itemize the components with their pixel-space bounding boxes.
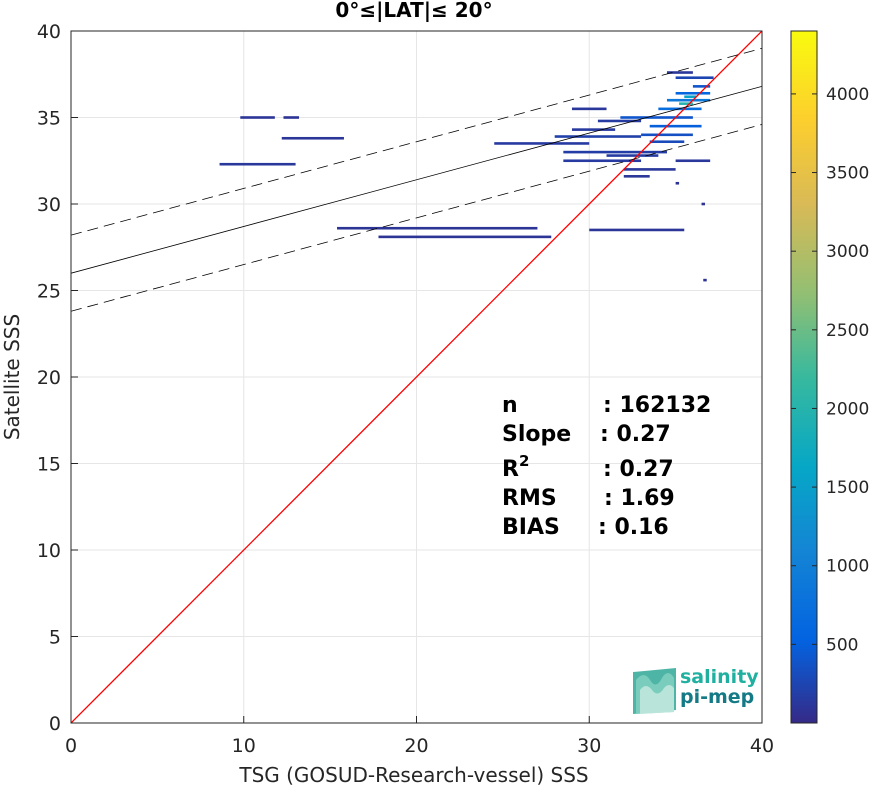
stat-label: RMS [502,486,557,511]
x-axis-label: TSG (GOSUD-Research-vessel) SSS [238,763,588,787]
density-cell [623,168,676,171]
y-tick-label: 40 [37,21,61,43]
x-tick-label: 30 [577,735,601,757]
density-cell [240,116,275,119]
density-cell [606,154,659,157]
density-cell [554,135,642,138]
y-tick-label: 25 [37,281,61,303]
x-tick-label: 10 [232,735,256,757]
density-cell [675,76,714,80]
density-cell [692,85,711,88]
logo-line2: pi-mep [680,686,754,708]
density-cell [571,107,607,111]
density-cell [563,150,667,154]
chart-title: 0°≤|LAT|≤ 20° [335,0,492,22]
density-cell [597,119,642,123]
y-tick-label: 15 [37,454,61,476]
colorbar-tick-label: 4000 [826,85,869,105]
density-cell [337,226,538,230]
x-tick-label: 40 [750,735,774,757]
density-cell [666,71,693,74]
y-tick-label: 20 [37,367,61,389]
density-cell [675,181,680,185]
logo-line1: salinity [680,666,759,688]
stat-value: : 162132 [603,393,711,418]
density-cell [378,235,552,239]
y-axis-label: Satellite SSS [0,314,24,440]
density-cell [623,175,650,178]
y-tick-label: 0 [49,713,61,735]
y-axis-ticks: 0 5 10 15 20 25 30 35 40 [37,21,78,735]
salinity-pi-mep-logo: salinity pi-mep [633,666,759,714]
stat-label: n [502,393,518,418]
stat-value: : 0.27 [600,422,671,447]
stat-label: BIAS [502,515,560,540]
colorbar [790,30,818,724]
density-cell [494,142,590,145]
stat-value: : 0.16 [598,515,669,540]
x-tick-label: 20 [404,735,428,757]
density-cell [684,95,697,99]
density-cell [649,124,702,128]
stat-superscript: 2 [519,452,529,470]
fit-lines [71,31,762,723]
density-cell [703,278,707,282]
colorbar-tick-label: 1000 [826,557,869,577]
confidence-band-line [71,124,762,312]
colorbar-tick-label: 2500 [826,321,869,341]
confidence-band-line [71,47,762,236]
density-cell [589,228,685,232]
x-tick-label: 0 [65,735,77,757]
stat-value: : 0.27 [603,457,674,482]
density-cell [666,98,711,102]
x-axis-ticks: 0 10 20 30 40 [65,716,774,757]
density-cell [571,128,616,131]
y-tick-label: 10 [37,540,61,562]
density-cell [281,136,344,140]
colorbar-tick-label: 2000 [826,399,869,419]
colorbar-tick-label: 1500 [826,478,869,498]
y-tick-label: 30 [37,194,61,216]
density-cell [620,116,693,119]
y-tick-label: 5 [49,627,61,649]
colorbar-tick-label: 3000 [826,242,869,262]
density-cell [649,140,685,144]
stat-label: Slope [502,422,571,447]
density-cells [219,71,714,282]
y-tick-label: 35 [37,108,61,130]
density-cell [641,133,693,137]
density-cell [283,116,300,119]
regression-line [71,85,762,274]
stat-value: : 1.69 [604,486,675,511]
density-cell [219,162,296,166]
density-cell [675,159,711,163]
density-cell [701,202,705,206]
colorbar-tick-label: 500 [826,635,858,655]
density-cell [675,91,711,95]
density-cell [679,102,693,105]
one-to-one-line [71,31,762,723]
colorbar-ticks: 500 1000 1500 2000 2500 3000 3500 4000 [791,85,869,655]
colorbar-tick-label: 3500 [826,164,869,184]
density-cell [563,159,642,163]
